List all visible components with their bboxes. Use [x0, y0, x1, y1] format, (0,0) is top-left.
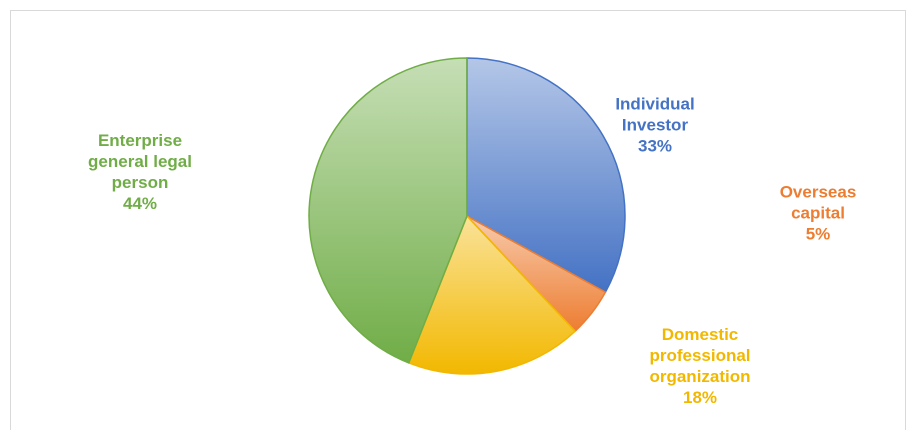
category-label: Individual Investor: [615, 94, 695, 135]
category-label: Overseas capital: [779, 182, 857, 223]
value-label: 18%: [682, 388, 718, 407]
slice-label: Domestic professional organization 18%: [640, 324, 760, 408]
category-label: Domestic professional organization: [649, 325, 751, 386]
category-label: Enterprise general legal person: [88, 131, 192, 192]
pie-slice: [466, 57, 626, 294]
slice-label: Individual Investor 33%: [600, 94, 710, 157]
slice-label: Enterprise general legal person 44%: [68, 130, 213, 214]
slice-label: Overseas capital 5%: [771, 182, 866, 245]
value-label: 33%: [637, 136, 673, 156]
value-label: 5%: [805, 224, 831, 244]
pie-slice: [308, 57, 468, 364]
value-label: 44%: [122, 194, 158, 213]
pie-slice: [407, 214, 577, 375]
